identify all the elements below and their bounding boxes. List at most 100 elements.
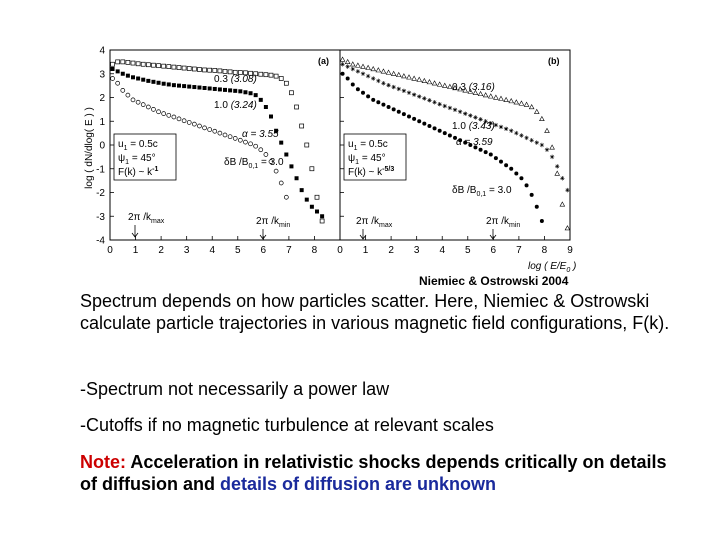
panel-b-series1-point xyxy=(539,115,545,121)
panel-b-series3-annotation: α = 3.59 xyxy=(456,137,493,148)
panel-a-xtick-label: 7 xyxy=(286,245,292,256)
panel-a-series1-point xyxy=(289,90,294,96)
panel-a-series3-point xyxy=(227,134,233,140)
panel-b-series2-point xyxy=(473,115,478,120)
panel-b-series2-point xyxy=(345,64,350,69)
panel-b-series2-point xyxy=(406,90,412,95)
panel-a-series3-point xyxy=(248,141,253,147)
panel-a-series3-point xyxy=(176,116,182,122)
panel-a-series3-point xyxy=(166,112,172,118)
panel-a-series3-point xyxy=(268,159,274,164)
panel-a-series2-point xyxy=(151,79,156,84)
panel-a-xtick-label: 3 xyxy=(184,245,190,256)
panel-a-series3-point xyxy=(212,128,218,134)
panel-b-series3-point xyxy=(453,135,457,140)
panel-a-series1-point xyxy=(263,72,269,78)
panel-b-series2-point xyxy=(493,122,499,128)
panel-a-xtick-label: 6 xyxy=(261,245,267,256)
panel-a-series3-point xyxy=(202,125,207,131)
panel-a-series3-point xyxy=(217,130,223,136)
panel-a-series2-point xyxy=(125,73,130,78)
panel-a-series2-point xyxy=(182,84,187,89)
panel-b-series2-point xyxy=(427,98,432,103)
bullet-power-law: -Spectrum not necessarily a power law xyxy=(80,379,390,399)
panel-a-series2-point xyxy=(248,91,253,96)
panel-b-series1-point xyxy=(467,88,474,94)
panel-a-series1-point xyxy=(125,60,131,65)
panel-a-param-psi1: ψ1 = 45° xyxy=(118,153,156,166)
panel-a-series1-annotation: 0.3 (3.08) xyxy=(214,74,257,85)
panel-a-series1-point xyxy=(273,73,279,79)
panel-a-series1-point xyxy=(130,60,136,66)
panel-a-series1-point xyxy=(309,166,315,172)
panel-a-series1-point xyxy=(217,68,223,74)
panel-a-kmax-arrow xyxy=(131,225,139,238)
panel-b-series3-point xyxy=(361,90,365,95)
panel-a-series1-point xyxy=(248,70,253,76)
panel-a-series1-point xyxy=(161,63,167,69)
panel-b-series3-point xyxy=(350,82,355,87)
panel-a-param-fk: F(k) ~ k-1 xyxy=(118,166,159,178)
panel-a-series2-point xyxy=(207,86,212,91)
panel-a-series3-point xyxy=(191,121,197,127)
panel-b-series1-point xyxy=(360,63,366,69)
panel-a-series3-point xyxy=(140,102,146,107)
panel-a-ytick-label: 0 xyxy=(99,141,105,152)
panel-b-series3-point xyxy=(412,116,417,121)
panel-a-series2-point xyxy=(274,128,279,133)
panel-a-series2-point xyxy=(315,209,319,214)
panel-b-series1-point xyxy=(426,79,433,85)
panel-a-xtick-label: 0 xyxy=(107,245,113,256)
panel-b-series3-point xyxy=(396,109,401,114)
panel-b-series2-point xyxy=(371,76,376,81)
panel-a-series3-point xyxy=(237,137,243,143)
panel-b-series2-point xyxy=(396,86,401,92)
panel-a-series2-point xyxy=(309,204,314,209)
panel-a-series1-point xyxy=(197,67,202,72)
panel-b-series1-point xyxy=(401,73,407,79)
panel-b-series1-point xyxy=(457,86,463,92)
panel-a-series1-point xyxy=(268,72,274,78)
panel-a-series2-point xyxy=(171,83,176,88)
panel-a-series2-point xyxy=(228,88,233,93)
panel-a-series3-point xyxy=(232,135,238,141)
panel-a-series3-point xyxy=(283,194,289,200)
panel-b-series2-point xyxy=(463,111,468,116)
panel-b-label: (b) xyxy=(548,56,560,66)
panel-b-series1-point xyxy=(508,98,515,104)
panel-a-label: (a) xyxy=(318,56,329,66)
panel-b-series3-point xyxy=(529,192,534,197)
panel-b-series1-point xyxy=(370,65,377,72)
panel-a-kmax-label: 2π /kmax xyxy=(128,212,165,225)
panel-b-series3-point xyxy=(447,133,452,138)
panel-b-series3-point xyxy=(371,97,376,102)
panel-a-series1-point xyxy=(186,66,192,71)
panel-a-series2-point xyxy=(192,85,197,90)
panel-a-series2-point xyxy=(304,197,309,202)
panel-b-series1-point xyxy=(493,94,499,100)
panel-a-series2-point xyxy=(217,87,222,92)
panel-b-series2-point xyxy=(381,81,386,86)
panel-b-series3-point xyxy=(422,121,427,126)
panel-a-ticks: 0 1 2 3 4 5 6 7 8 4 3 2 1 0 -1 -2 -3 -4 xyxy=(96,46,318,257)
panel-b-series3-point xyxy=(463,140,468,145)
panel-b-series1-point xyxy=(416,76,423,82)
panel-a-series2-point xyxy=(197,85,202,90)
panel-a-series1-point xyxy=(202,67,207,73)
panel-b-series2-point xyxy=(549,154,555,160)
panel-b-series2-point xyxy=(478,117,483,122)
panel-a-series3-point xyxy=(156,109,161,115)
panel-b-series1-point xyxy=(355,62,361,68)
panel-b-xtick-label: 4 xyxy=(439,245,445,256)
panel-a-series1-point xyxy=(294,104,299,110)
panel-a-series3-point xyxy=(273,168,279,174)
panel-b-series1-point xyxy=(365,64,371,70)
panel-a-ytick-label: -3 xyxy=(96,212,105,223)
panel-b-series3-point xyxy=(458,138,463,143)
panel-b-kmin-arrow xyxy=(489,229,497,240)
panel-a-series1-point xyxy=(319,218,325,224)
panel-a-series3-point xyxy=(222,132,228,138)
panel-b-series2-point xyxy=(534,140,539,145)
panel-b-series1-point xyxy=(503,96,509,102)
panel-a-series3-point xyxy=(197,123,202,129)
